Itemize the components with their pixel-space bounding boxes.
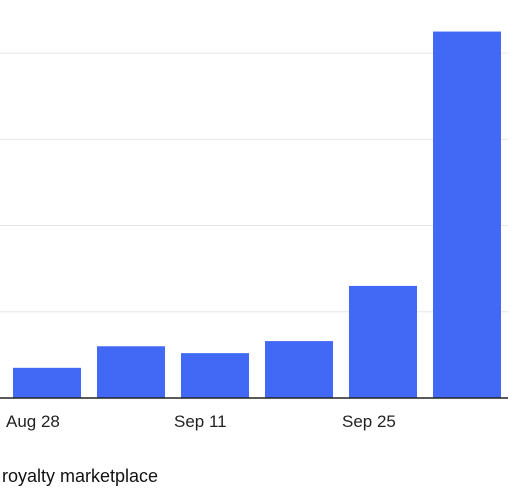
bar-sep-11 (181, 353, 249, 398)
bar-sep-4 (97, 346, 165, 398)
bar-sep-25 (349, 285, 417, 398)
x-tick-label-aug-28: Aug 28 (6, 412, 60, 431)
x-axis-ticks: Aug 28 Sep 11 Sep 25 (6, 412, 396, 431)
x-tick-label-sep-25: Sep 25 (342, 412, 396, 431)
grid-lines (0, 52, 508, 313)
bar-sep-18 (265, 341, 333, 398)
legend-label-royalty-marketplace: royalty marketplace (2, 466, 158, 486)
x-tick-label-sep-11: Sep 11 (174, 412, 227, 431)
bar-oct-2 (433, 31, 501, 399)
bars (13, 31, 501, 399)
bar-aug-28 (13, 367, 81, 398)
